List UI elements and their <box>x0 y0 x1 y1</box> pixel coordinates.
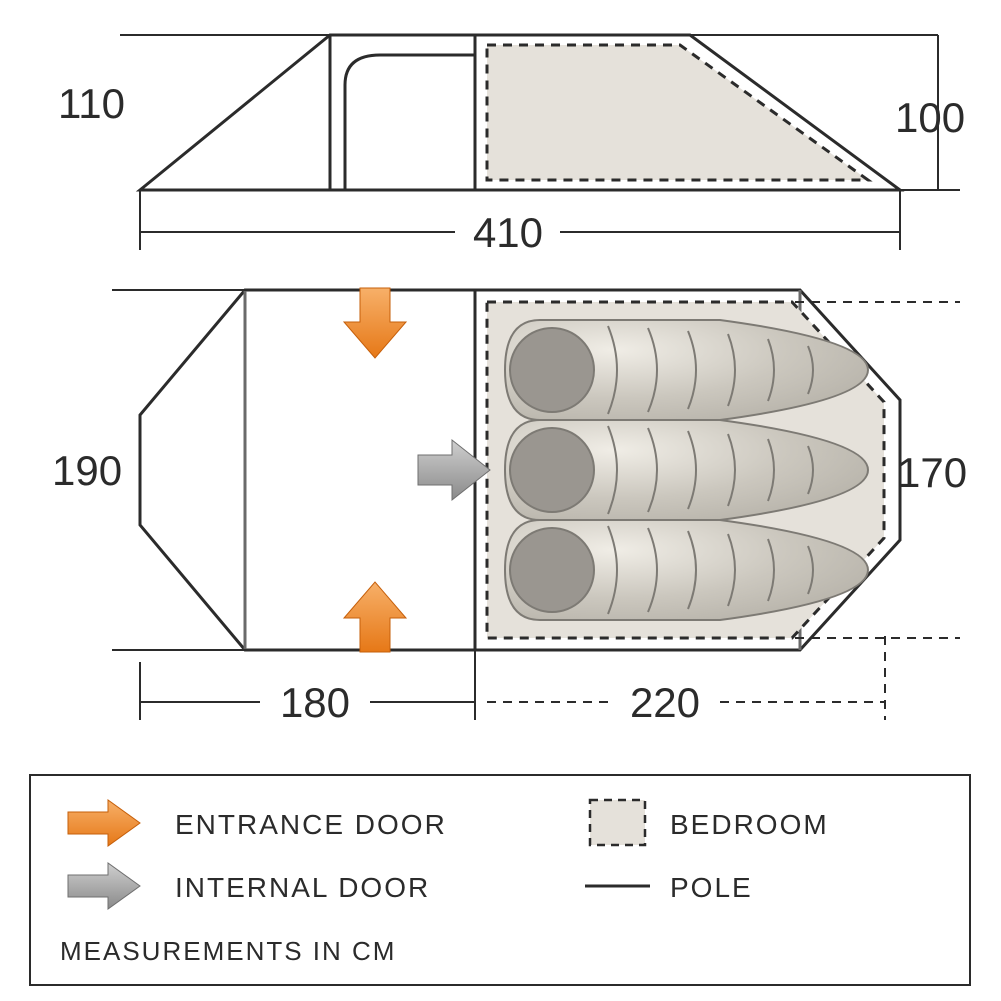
legend-pole-label: POLE <box>670 872 753 903</box>
legend-bedroom-swatch <box>590 800 645 845</box>
legend-internal-label: INTERNAL DOOR <box>175 872 430 903</box>
label-total-width: 410 <box>473 209 543 256</box>
entrance-arrow-top <box>344 288 406 358</box>
label-bedroom-length: 220 <box>630 679 700 726</box>
label-bedroom-width: 170 <box>897 449 967 496</box>
legend-note: MEASUREMENTS IN CM <box>60 936 396 966</box>
legend-internal-arrow-icon <box>68 863 140 909</box>
tent-diagram: 110 100 410 <box>0 0 1001 1001</box>
label-footprint-height: 190 <box>52 447 122 494</box>
internal-arrow <box>418 440 490 500</box>
entrance-arrow-bottom <box>344 582 406 652</box>
dim-footprint-height <box>112 290 250 650</box>
legend-bedroom-label: BEDROOM <box>670 809 829 840</box>
legend-entrance-label: ENTRANCE DOOR <box>175 809 447 840</box>
sleeping-bags <box>505 320 868 620</box>
side-profile <box>140 35 900 190</box>
label-porch-length: 180 <box>280 679 350 726</box>
label-height-left: 110 <box>58 80 125 127</box>
legend-entrance-arrow-icon <box>68 800 140 846</box>
label-height-right: 100 <box>895 94 965 141</box>
legend: ENTRANCE DOOR INTERNAL DOOR BEDROOM POLE… <box>30 775 970 985</box>
